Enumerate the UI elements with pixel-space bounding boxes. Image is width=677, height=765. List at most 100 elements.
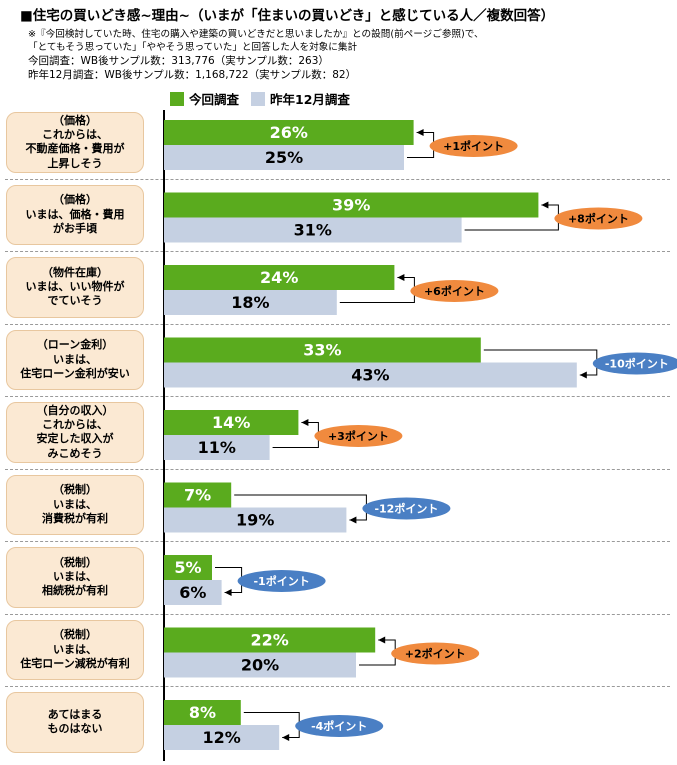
bar-current (164, 700, 241, 725)
category-label-text: （物件在庫） いまは、いい物件が でていそう (25, 265, 125, 308)
bar-previous (164, 362, 577, 388)
data-label-previous: 20% (241, 656, 279, 675)
legend-label-current: 今回調査 (189, 92, 240, 107)
bracket-arrowhead (301, 419, 309, 426)
category-label: （自分の収入） これからは、 安定した収入が みこめそう (6, 402, 144, 463)
difference-badge-label: -1ポイント (253, 574, 309, 588)
bracket-arrowhead (282, 734, 290, 741)
data-label-current: 7% (184, 486, 211, 505)
bracket-arrowhead (416, 129, 424, 136)
data-label-current: 39% (332, 196, 370, 215)
difference-badge-label: -10ポイント (605, 357, 669, 371)
category-axis-line (163, 110, 165, 761)
bracket-arrowhead (224, 589, 232, 596)
legend-swatch-current (170, 91, 184, 106)
row-divider (5, 178, 670, 180)
category-label: あてはまる ものはない (6, 692, 144, 753)
chart-legend: 今回調査 昨年12月調査 (170, 89, 362, 108)
bar-previous (164, 507, 347, 533)
row-divider (5, 396, 670, 397)
bar-current (164, 482, 232, 508)
category-label-text: （ローン金利） いまは、 住宅ローン金利が安い (20, 338, 130, 380)
legend-label-previous: 昨年12月調査 (270, 92, 350, 107)
difference-badge (410, 280, 499, 302)
row-divider (5, 613, 670, 615)
bar-current (164, 627, 376, 653)
bar-previous (164, 290, 337, 315)
difference-badge (592, 352, 677, 375)
bar-previous (164, 580, 222, 605)
bracket-arrowhead (541, 201, 549, 209)
data-label-previous: 6% (179, 583, 206, 602)
difference-badge-label: -4ポイント (311, 719, 367, 733)
data-label-current: 22% (250, 631, 288, 650)
data-label-current: 24% (260, 268, 298, 287)
data-label-previous: 12% (202, 728, 240, 747)
bar-current (164, 555, 212, 580)
bar-previous (164, 435, 270, 460)
difference-badge-label: +6ポイント (424, 284, 485, 298)
bar-previous (164, 145, 404, 170)
bracket-arrowhead (397, 274, 405, 281)
bracket-arrowhead (579, 371, 587, 379)
category-label: （税制） いまは、 消費税が有利 (6, 474, 144, 535)
difference-badge-label: -12ポイント (374, 502, 438, 516)
bracket-arrowhead (378, 636, 386, 644)
category-label-text: あてはまる ものはない (47, 707, 103, 736)
bar-previous (164, 725, 280, 750)
survey-note-1: ※『今回検討していた時、住宅の購入や建築の買いどきだと思いましたか』との設問(前… (28, 29, 484, 40)
data-label-current: 26% (270, 123, 308, 142)
data-label-current: 14% (212, 413, 250, 432)
category-label: （税制） いまは、 相続税が有利 (6, 547, 144, 608)
data-label-current: 5% (174, 558, 201, 577)
survey-note-2: 「とてもそう思っていた」「ややそう思っていた」と回答した人を対象に集計 (28, 42, 358, 53)
difference-badge-label: +3ポイント (328, 429, 389, 443)
data-label-previous: 25% (265, 148, 303, 167)
category-label-text: （価格） いまは、価格・費用 がお手頃 (25, 193, 125, 235)
bar-current (164, 192, 539, 218)
category-label-text: （価格） これからは、 不動産価格・費用が 上昇しそう (25, 113, 125, 170)
data-label-previous: 19% (236, 511, 274, 530)
bar-current (164, 410, 299, 435)
difference-badge-label: +2ポイント (405, 647, 466, 661)
difference-badge (295, 715, 384, 737)
category-label: （物件在庫） いまは、いい物件が でていそう (6, 257, 144, 318)
difference-badge-label: +1ポイント (443, 139, 504, 153)
difference-badge-label: +8ポイント (568, 212, 629, 226)
difference-badge (429, 135, 518, 157)
difference-badge (391, 642, 480, 665)
category-label-text: （税制） いまは、 消費税が有利 (42, 483, 108, 525)
page-title: ■住宅の買いどき感~理由~（いまが「住まいの買いどき」と感じている人／複数回答） (20, 8, 555, 24)
data-label-previous: 31% (294, 221, 332, 240)
category-label-text: （自分の収入） これからは、 安定した収入が みこめそう (36, 403, 114, 460)
difference-badge (362, 497, 451, 520)
row-divider (5, 323, 670, 325)
bar-current (164, 265, 395, 290)
legend-swatch-previous (251, 91, 266, 106)
row-divider (5, 541, 670, 542)
data-label-current: 33% (303, 341, 341, 360)
data-label-current: 8% (189, 703, 216, 722)
category-label-text: （税制） いまは、 住宅ローン減税が有利 (20, 628, 130, 670)
bracket-arrowhead (349, 516, 357, 524)
difference-badge (314, 425, 403, 447)
category-label-text: （税制） いまは、 相続税が有利 (42, 555, 108, 598)
bar-current (164, 120, 414, 145)
data-label-previous: 11% (198, 438, 236, 457)
category-label: （税制） いまは、 住宅ローン減税が有利 (6, 619, 144, 680)
category-label: （価格） いまは、価格・費用 がお手頃 (6, 184, 144, 245)
data-label-previous: 18% (231, 293, 269, 312)
row-divider (5, 251, 670, 252)
category-label: （ローン金利） いまは、 住宅ローン金利が安い (6, 329, 144, 390)
row-divider (5, 686, 670, 687)
row-divider (5, 468, 670, 470)
difference-badge (237, 570, 326, 592)
bar-current (164, 337, 481, 363)
category-label: （価格） これからは、 不動産価格・費用が 上昇しそう (6, 112, 144, 173)
bar-previous (164, 652, 356, 678)
bar-previous (164, 217, 462, 243)
sample-size-previous: 昨年12月調査：WB後サンプル数：1,168,722（実サンプル数：82） (28, 69, 357, 81)
difference-badge (554, 207, 643, 230)
sample-size-current: 今回調査：WB後サンプル数：313,776（実サンプル数：263） (28, 55, 329, 67)
